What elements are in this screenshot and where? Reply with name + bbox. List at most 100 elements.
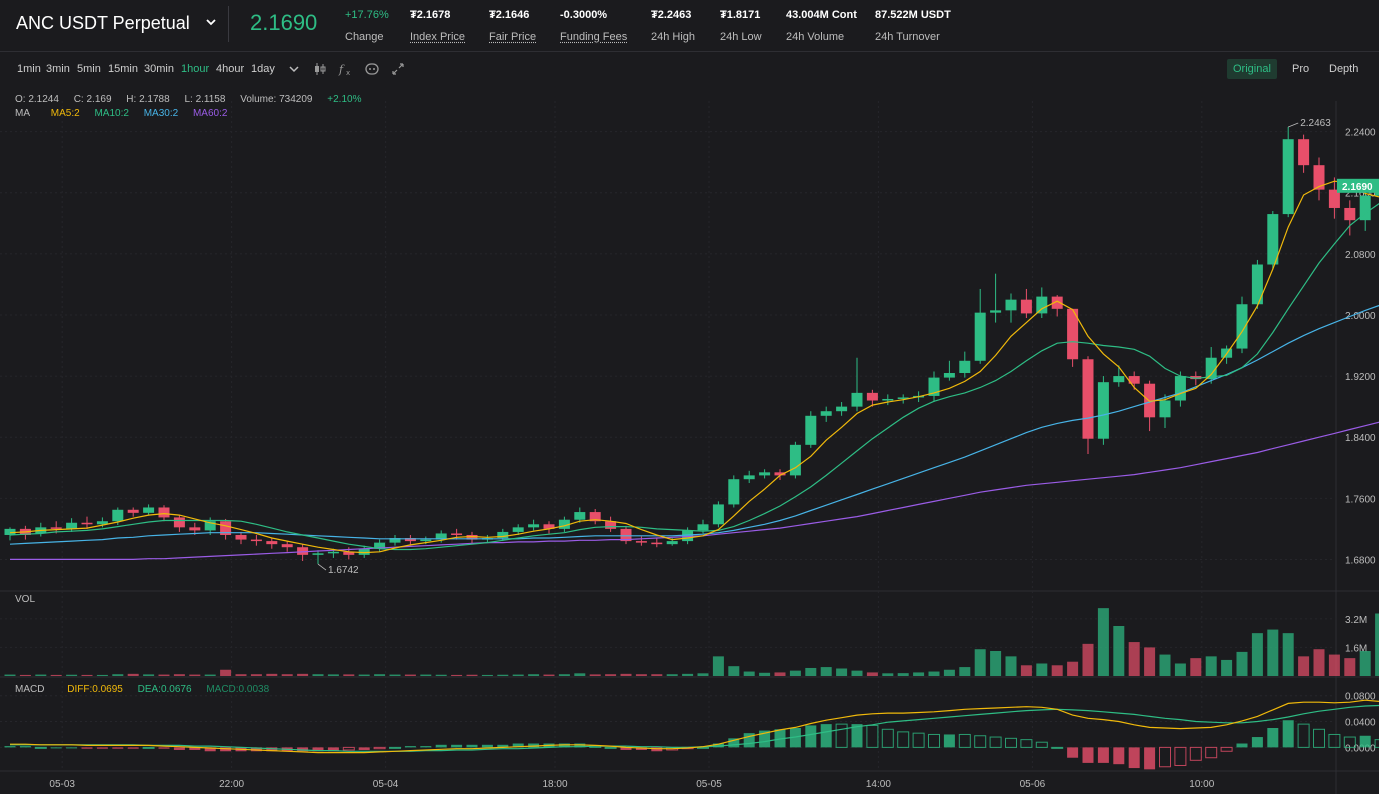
candle-body (204, 521, 216, 531)
volume-bar (728, 666, 740, 676)
macd-histogram-bar (851, 724, 863, 748)
candle-body (220, 521, 232, 535)
candle-body (1082, 359, 1094, 439)
price-tick-label: 2.0000 (1345, 311, 1376, 322)
volume-bar (404, 674, 416, 676)
volume-bar (712, 656, 724, 676)
interval-tab-1min[interactable]: 1min (17, 63, 41, 75)
candle-body (81, 522, 93, 525)
volume-bar (1236, 651, 1248, 676)
macd-histogram-bar (66, 747, 78, 749)
low-value: L: 2.1158 (184, 94, 226, 105)
candle-body (1236, 304, 1248, 349)
stat-value: ₮1.8171 (720, 9, 761, 21)
view-pro-button[interactable]: Pro (1292, 63, 1310, 75)
macd-histogram-bar (1051, 746, 1064, 749)
volume-bar (774, 672, 786, 676)
candle-body (543, 524, 555, 529)
volume-bar (882, 673, 894, 676)
volume-bar (127, 673, 139, 676)
settings-icon[interactable] (364, 61, 380, 77)
chevron-down-icon[interactable] (286, 61, 302, 77)
view-original-button[interactable]: Original (1227, 59, 1277, 79)
macd-histogram-bar (774, 729, 786, 748)
stat-funding-fees[interactable]: -0.3000% Funding Fees (560, 8, 627, 44)
candle-body (1251, 264, 1263, 305)
stat-fair-price[interactable]: ₮2.1646 Fair Price (489, 8, 536, 44)
interval-tab-3min[interactable]: 3min (46, 63, 70, 75)
candle-body (189, 527, 201, 531)
time-tick-label: 10:00 (1189, 779, 1214, 790)
candle-body (1359, 195, 1371, 221)
candle-body (1174, 376, 1186, 401)
chart-toolbar: 1min 3min 5min 15min 30min 1hour 4hour 1day f x (0, 56, 1379, 82)
ma30-value: MA30:2 (143, 108, 179, 119)
volume-bar (743, 671, 755, 676)
candle-body (420, 539, 432, 542)
ma5-value: MA5:2 (50, 108, 80, 119)
macd-histogram-bar (81, 747, 93, 749)
volume-bar (543, 674, 555, 676)
interval-tab-1hour[interactable]: 1hour (181, 63, 210, 75)
fullscreen-icon[interactable] (390, 61, 406, 77)
time-tick-label: 05-05 (696, 779, 722, 790)
candle-body (728, 479, 740, 505)
volume-bar (1190, 658, 1202, 676)
volume-bar (250, 674, 262, 676)
candle-body (805, 415, 817, 445)
interval-tab-15min[interactable]: 15min (108, 63, 138, 75)
candlestick-type-icon[interactable] (312, 61, 328, 77)
candle-body (404, 538, 416, 542)
symbol-selector[interactable]: ANC USDT Perpetual (16, 13, 190, 33)
candle-body (682, 530, 694, 542)
macd-histogram-bar (1159, 746, 1171, 768)
candle-body (343, 551, 355, 555)
low-marker-line (317, 563, 327, 571)
volume-bar (635, 674, 647, 676)
stat-label: 24h Turnover (875, 31, 940, 43)
macd-histogram-bar (451, 744, 463, 748)
macd-histogram-bar (373, 746, 386, 750)
volume-bar (50, 674, 62, 676)
interval-tab-30min[interactable]: 30min (144, 63, 174, 75)
ma60-value: MA60:2 (192, 108, 228, 119)
candle-body (312, 553, 324, 555)
stat-value: -0.3000% (560, 9, 608, 21)
volume-bar (35, 674, 47, 676)
candle-body (882, 398, 894, 401)
stat-label[interactable]: Index Price (410, 31, 466, 43)
macd-histogram-bar (1020, 739, 1033, 748)
macd-histogram-bar (1328, 733, 1341, 748)
stat-index-price[interactable]: ₮2.1678 Index Price (410, 8, 465, 44)
stat-label[interactable]: Funding Fees (560, 31, 628, 43)
macd-histogram-bar (297, 747, 309, 752)
candle-body (666, 541, 678, 545)
indicator-fx-icon[interactable]: f x (338, 61, 354, 77)
stat-label[interactable]: Fair Price (489, 31, 537, 43)
macd-histogram-bar (1067, 747, 1079, 758)
interval-tab-5min[interactable]: 5min (77, 63, 101, 75)
chevron-down-icon[interactable] (204, 15, 218, 29)
macd-histogram-bar (651, 747, 663, 752)
volume-bar (558, 674, 570, 676)
macd-histogram-bar (912, 732, 925, 748)
view-depth-button[interactable]: Depth (1329, 63, 1359, 75)
volume-bar (497, 674, 509, 676)
candle-body (497, 531, 509, 539)
macd-histogram-bar (358, 747, 370, 750)
volume-bar (96, 674, 108, 676)
volume-bar (1005, 656, 1017, 676)
stat-24h-turnover: 87.522M USDT 24h Turnover (875, 8, 951, 44)
volume-bar (1298, 656, 1310, 676)
price-tick-label: 1.6800 (1345, 555, 1376, 566)
vol-legend: VOL (15, 594, 47, 605)
high-value: H: 2.1788 (126, 94, 170, 105)
interval-tab-1day[interactable]: 1day (251, 63, 275, 75)
macd-histogram-bar (4, 746, 16, 748)
interval-tab-4hour[interactable]: 4hour (216, 63, 245, 75)
volume-bar (1082, 643, 1094, 676)
time-tick-label: 05-03 (49, 779, 75, 790)
ma5-line (9, 180, 1379, 554)
kline-chart[interactable]: 2.2400 2.1600 2.0800 2.0000 1.9200 1.8400 1.76… (0, 86, 1379, 794)
candle-body (820, 411, 832, 416)
